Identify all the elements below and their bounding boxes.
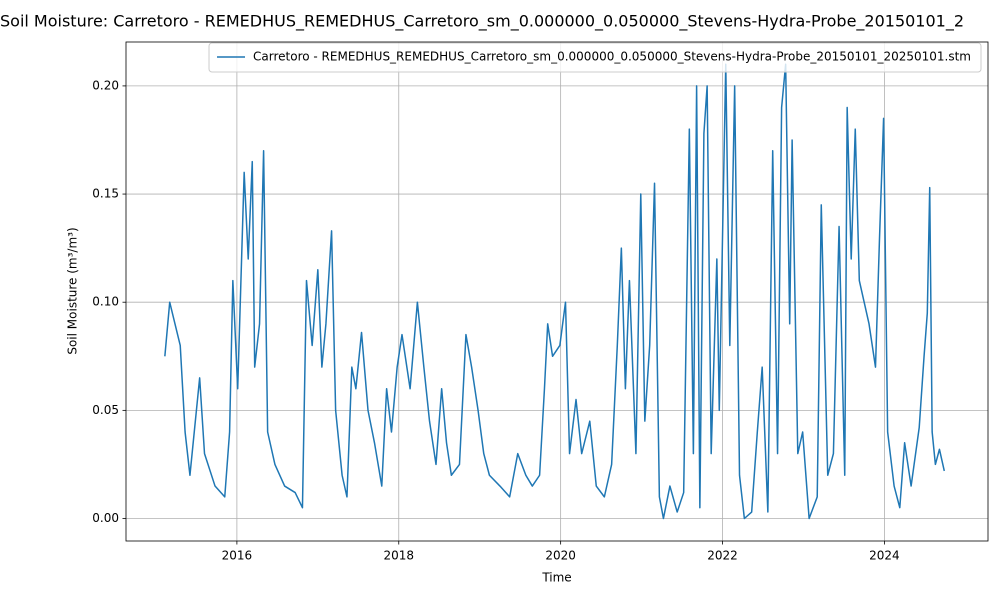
chart-title: Soil Moisture: Carretoro - REMEDHUS_REME… xyxy=(0,12,964,32)
x-tick-label: 2016 xyxy=(222,549,253,563)
data-line xyxy=(164,63,946,520)
x-tick-label: 2018 xyxy=(383,549,414,563)
y-tick-label: 0.15 xyxy=(92,187,119,201)
legend-label: Carretoro - REMEDHUS_REMEDHUS_Carretoro_… xyxy=(253,50,971,64)
y-tick-label: 0.05 xyxy=(92,403,119,417)
axes-frame xyxy=(125,41,989,542)
legend-box xyxy=(208,42,982,73)
x-axis-label: Time xyxy=(541,571,571,585)
y-tick-label: 0.10 xyxy=(92,295,119,309)
legend: Carretoro - REMEDHUS_REMEDHUS_Carretoro_… xyxy=(208,42,982,73)
y-tick-label: 0.20 xyxy=(92,78,119,92)
x-tick-label: 2020 xyxy=(545,549,576,563)
y-axis-label: Soil Moisture (m³/m³) xyxy=(66,227,80,354)
y-tick-label: 0.00 xyxy=(92,511,119,525)
x-tick-label: 2022 xyxy=(707,549,738,563)
x-tick-label: 2024 xyxy=(869,549,900,563)
